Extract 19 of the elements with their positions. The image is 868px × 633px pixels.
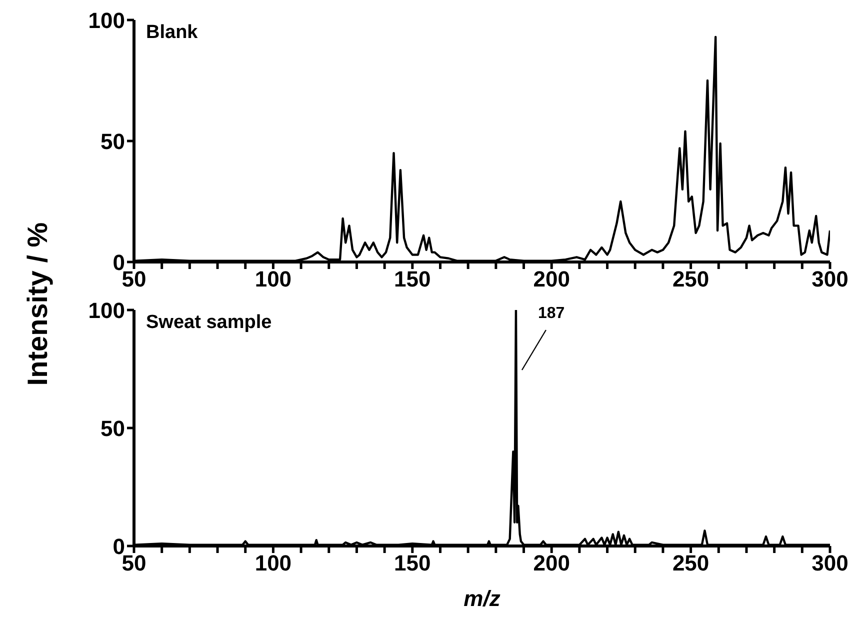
x-tick-label: 100	[254, 550, 292, 576]
x-tick-label: 150	[394, 266, 431, 292]
x-tick-label: 250	[672, 266, 710, 292]
chart-title: Blank	[146, 22, 198, 44]
x-tick-label: 250	[672, 550, 710, 576]
x-tick-label: 300	[812, 550, 848, 576]
x-tick-label: 200	[533, 550, 570, 576]
x-tick-label: 150	[394, 550, 431, 576]
x-tick-label: 200	[533, 266, 570, 292]
y-tick-label: 50	[100, 416, 125, 441]
x-tick-label: 300	[812, 266, 848, 292]
x-axis-title: m/z	[464, 586, 500, 611]
y-tick-label: 100	[88, 298, 125, 323]
y-tick-label: 50	[100, 128, 125, 154]
x-tick-label: 100	[254, 266, 292, 292]
y-tick-label: 100	[88, 8, 125, 33]
chart-title: Sweat sample	[146, 312, 272, 334]
annotation: 187	[538, 305, 565, 322]
y-axis-title: Intensity / %	[22, 221, 54, 388]
